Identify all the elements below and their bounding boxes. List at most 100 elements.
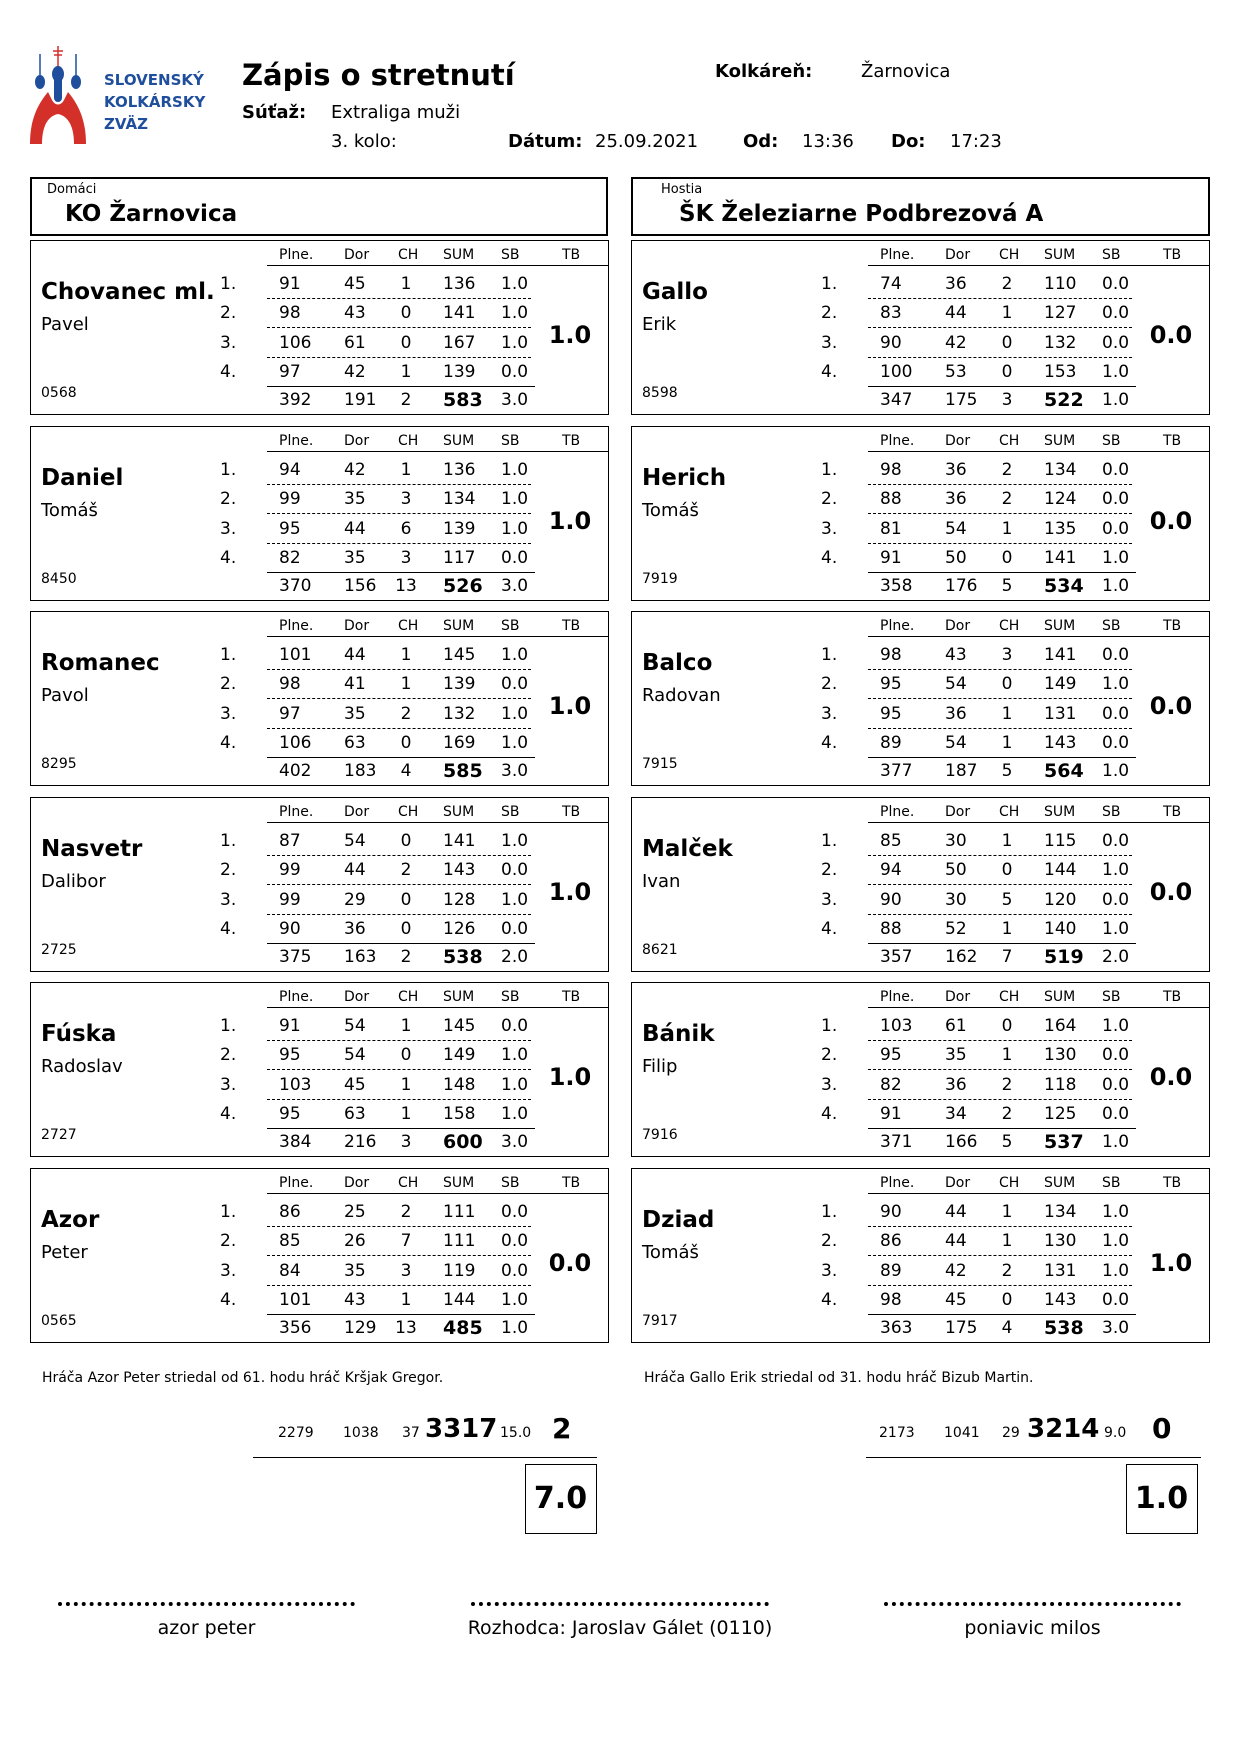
total-cell: 191 xyxy=(344,390,377,410)
column-header-sum: SUM xyxy=(443,1175,475,1191)
throw-set-number: 4. xyxy=(821,919,838,939)
home-total-dor: 1038 xyxy=(343,1425,379,1441)
score-cell: 35 xyxy=(344,548,366,568)
column-header-ch: CH xyxy=(999,433,1020,449)
player-id: 7919 xyxy=(642,571,678,587)
header-rule xyxy=(868,822,1209,823)
column-header-sum: SUM xyxy=(1044,433,1076,449)
column-header-sb: SB xyxy=(1102,989,1121,1005)
score-cell: 30 xyxy=(945,831,967,851)
score-cell: 42 xyxy=(945,1261,967,1281)
column-header-ch: CH xyxy=(398,989,419,1005)
player-surname: Herich xyxy=(642,465,727,491)
total-cell: 1.0 xyxy=(1102,576,1130,596)
score-cell: 0.0 xyxy=(1102,519,1130,539)
column-header-plne: Plne. xyxy=(279,433,314,449)
score-cell: 0.0 xyxy=(1102,1104,1130,1124)
score-cell: 101 xyxy=(279,645,312,665)
total-cell: 5 xyxy=(1001,761,1013,781)
score-cell: 63 xyxy=(344,733,366,753)
score-cell: 45 xyxy=(344,1075,366,1095)
page-title: Zápis o stretnutí xyxy=(242,58,515,92)
score-cell: 95 xyxy=(880,704,902,724)
score-cell: 2 xyxy=(1001,489,1013,509)
row-separator xyxy=(868,484,1132,485)
score-cell: 143 xyxy=(1044,1290,1077,1310)
score-cell: 103 xyxy=(880,1016,913,1036)
team-point: 0.0 xyxy=(548,1249,592,1277)
row-separator xyxy=(267,1226,531,1227)
score-cell: 95 xyxy=(880,674,902,694)
column-header-sum: SUM xyxy=(443,618,475,634)
to-value: 17:23 xyxy=(950,131,1002,152)
column-header-tb: TB xyxy=(562,804,581,820)
score-cell: 124 xyxy=(1044,489,1077,509)
throw-set-number: 2. xyxy=(220,860,237,880)
score-cell: 61 xyxy=(344,333,366,353)
throw-set-number: 4. xyxy=(220,1104,237,1124)
row-separator xyxy=(267,698,531,699)
total-sum: 585 xyxy=(443,760,483,782)
throw-set-number: 3. xyxy=(220,704,237,724)
total-cell: 402 xyxy=(279,761,312,781)
score-cell: 111 xyxy=(443,1202,476,1222)
total-rule xyxy=(267,1128,535,1129)
score-cell: 63 xyxy=(344,1104,366,1124)
player-firstname: Peter xyxy=(41,1242,88,1263)
throw-set-number: 1. xyxy=(821,645,838,665)
score-cell: 35 xyxy=(344,1261,366,1281)
row-separator xyxy=(267,884,531,885)
total-cell: 176 xyxy=(945,576,978,596)
total-sum: 600 xyxy=(443,1131,483,1153)
total-rule xyxy=(868,1128,1136,1129)
score-cell: 54 xyxy=(945,519,967,539)
column-header-dor: Dor xyxy=(945,989,971,1005)
total-cell: 5 xyxy=(1001,1132,1013,1152)
throw-set-number: 4. xyxy=(821,1290,838,1310)
score-cell: 3 xyxy=(400,489,412,509)
row-separator xyxy=(868,1099,1132,1100)
total-cell: 216 xyxy=(344,1132,377,1152)
score-cell: 0.0 xyxy=(1102,1290,1130,1310)
column-header-plne: Plne. xyxy=(279,1175,314,1191)
total-rule xyxy=(267,943,535,944)
total-sum: 537 xyxy=(1044,1131,1084,1153)
total-cell: 3.0 xyxy=(501,390,529,410)
federation-logo xyxy=(28,44,88,148)
score-cell: 95 xyxy=(279,1104,301,1124)
column-header-plne: Plne. xyxy=(279,804,314,820)
away-total-dor: 1041 xyxy=(944,1425,980,1441)
score-cell: 141 xyxy=(443,303,476,323)
score-cell: 0 xyxy=(1001,1290,1013,1310)
throw-set-number: 1. xyxy=(220,274,237,294)
score-cell: 1.0 xyxy=(501,1104,529,1124)
column-header-tb: TB xyxy=(562,618,581,634)
score-cell: 41 xyxy=(344,674,366,694)
total-rule xyxy=(267,757,535,758)
score-cell: 148 xyxy=(443,1075,476,1095)
score-cell: 98 xyxy=(279,303,301,323)
score-cell: 149 xyxy=(443,1045,476,1065)
throw-set-number: 1. xyxy=(821,1202,838,1222)
total-sum: 519 xyxy=(1044,946,1084,968)
score-cell: 141 xyxy=(443,831,476,851)
home-total-ch: 37 xyxy=(402,1425,420,1441)
total-cell: 13 xyxy=(395,576,417,596)
score-cell: 0 xyxy=(1001,362,1013,382)
score-cell: 91 xyxy=(880,548,902,568)
total-cell: 356 xyxy=(279,1318,312,1338)
team-point: 1.0 xyxy=(548,878,592,906)
row-separator xyxy=(267,357,531,358)
score-cell: 115 xyxy=(1044,831,1077,851)
player-surname: Fúska xyxy=(41,1021,117,1047)
score-cell: 111 xyxy=(443,1231,476,1251)
score-cell: 1 xyxy=(1001,303,1013,323)
score-cell: 82 xyxy=(880,1075,902,1095)
total-cell: 1.0 xyxy=(1102,761,1130,781)
total-cell: 370 xyxy=(279,576,312,596)
header-rule xyxy=(267,822,608,823)
score-cell: 134 xyxy=(443,489,476,509)
row-separator xyxy=(868,855,1132,856)
signature-line-home xyxy=(58,1602,355,1606)
player-surname: Daniel xyxy=(41,465,124,491)
